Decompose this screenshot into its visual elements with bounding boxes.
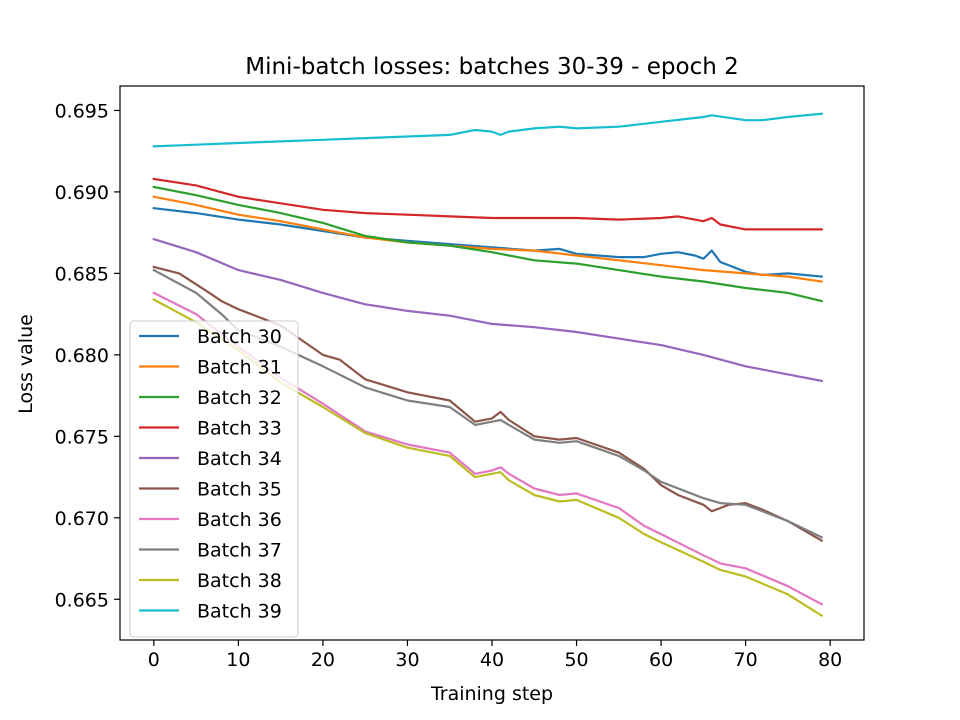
x-tick-label-8: 80 — [818, 649, 842, 671]
legend-label-3: Batch 33 — [197, 418, 282, 440]
x-tick-label-7: 70 — [734, 649, 758, 671]
legend-label-6: Batch 36 — [197, 509, 282, 531]
y-tick-label-2: 0.675 — [55, 426, 109, 448]
x-tick-label-2: 20 — [311, 649, 335, 671]
y-tick-label-3: 0.680 — [55, 345, 109, 367]
legend-label-2: Batch 32 — [197, 387, 282, 409]
series-line-6 — [152, 291, 824, 606]
series-line-9 — [152, 112, 823, 148]
y-tick-label-6: 0.695 — [55, 100, 109, 122]
legend-label-5: Batch 35 — [197, 479, 282, 501]
chart-title: Mini-batch losses: batches 30-39 - epoch… — [245, 54, 739, 80]
legend-label-7: Batch 37 — [197, 540, 282, 562]
x-tick-label-5: 50 — [564, 649, 588, 671]
y-tick-label-4: 0.685 — [55, 263, 109, 285]
legend-label-8: Batch 38 — [197, 570, 282, 592]
x-tick-label-1: 10 — [226, 649, 250, 671]
legend-label-1: Batch 31 — [197, 357, 282, 379]
series-line-5 — [152, 265, 824, 543]
y-tick-label-0: 0.665 — [55, 589, 109, 611]
series-line-8 — [152, 298, 824, 618]
legend-label-9: Batch 39 — [197, 601, 282, 623]
legend-label-4: Batch 34 — [197, 448, 282, 470]
series-line-0 — [152, 206, 823, 278]
legend-label-0: Batch 30 — [197, 326, 282, 348]
y-axis-label: Loss value — [15, 314, 37, 414]
series-line-3 — [152, 177, 823, 231]
legend: Batch 30 Batch 31 Batch 32 Batch 33 Batch 34… — [129, 320, 299, 638]
series-line-1 — [152, 195, 823, 283]
legend-box — [129, 320, 299, 638]
x-axis-label: Training step — [430, 683, 553, 705]
x-tick-label-0: 0 — [148, 649, 160, 671]
x-tick-label-6: 60 — [649, 649, 673, 671]
y-tick-label-5: 0.690 — [55, 182, 109, 204]
x-tick-label-4: 40 — [480, 649, 504, 671]
x-tick-label-3: 30 — [395, 649, 419, 671]
series-line-4 — [152, 237, 823, 383]
series-line-2 — [152, 185, 824, 303]
y-tick-label-1: 0.670 — [55, 508, 109, 530]
